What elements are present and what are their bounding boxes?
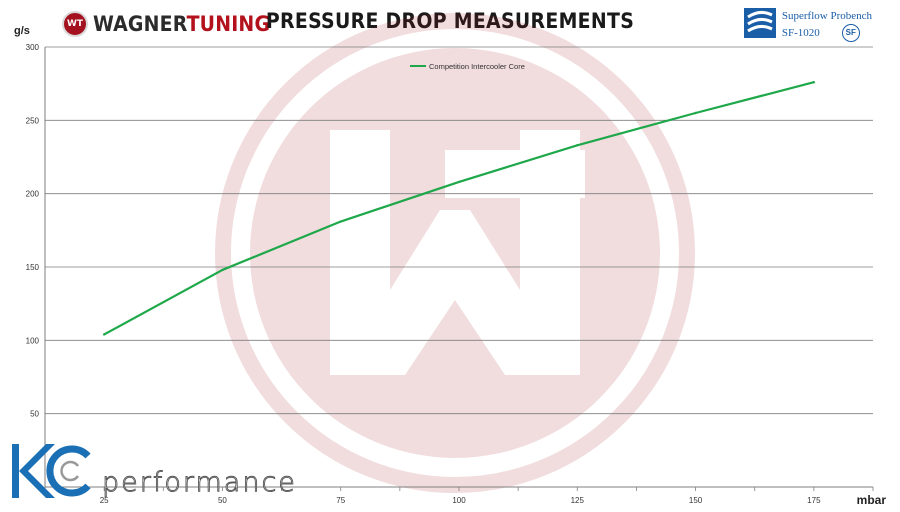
data-point <box>221 268 224 272</box>
chart-title: PRESSURE DROP MEASUREMENTS <box>265 9 635 33</box>
y-tick-label: 250 <box>26 116 40 125</box>
sf-badge-icon: SF <box>841 24 860 42</box>
y-axis-label: g/s <box>14 25 30 37</box>
x-tick-label: 175 <box>807 496 821 505</box>
data-point <box>457 180 461 184</box>
data-point <box>102 333 106 336</box>
y-tick-label: 100 <box>26 336 40 345</box>
y-tick-label: 50 <box>30 410 39 419</box>
data-point <box>576 144 579 147</box>
wt-watermark-icon <box>215 13 695 493</box>
brand-name-red: TUNING <box>186 12 271 36</box>
bench-logo: Superflow Probench SF-1020 SF <box>743 8 872 42</box>
x-tick-label: 125 <box>571 496 585 505</box>
bench-model: SF-1020 <box>781 27 820 39</box>
y-tick-label: 150 <box>26 263 40 272</box>
kc-logo-icon <box>12 444 91 498</box>
x-tick-label: 75 <box>336 496 345 505</box>
brand-name-dark: WAGNER <box>93 12 187 36</box>
superflow-logo-icon <box>743 8 776 38</box>
brand-logo: WT WAGNERTUNING <box>62 10 270 38</box>
x-axis-label: mbar <box>856 493 886 507</box>
data-point <box>339 220 342 223</box>
y-tick-label: 200 <box>26 190 40 199</box>
data-point <box>694 111 697 115</box>
kc-performance-word: performance <box>102 467 297 499</box>
legend-label: Competition Intercooler Core <box>429 62 525 71</box>
x-tick-label: 150 <box>689 496 703 505</box>
wagner-tuning-emblem-icon: WT <box>62 11 88 37</box>
x-tick-label: 50 <box>218 496 227 505</box>
y-tick-label: 300 <box>26 43 40 52</box>
kc-performance-logo: performance <box>8 440 297 502</box>
data-point <box>812 81 816 84</box>
x-tick-label: 100 <box>452 496 466 505</box>
x-tick-label: 25 <box>100 496 109 505</box>
brand-name: WAGNERTUNING <box>93 12 270 36</box>
bench-name: Superflow Probench <box>781 10 872 22</box>
